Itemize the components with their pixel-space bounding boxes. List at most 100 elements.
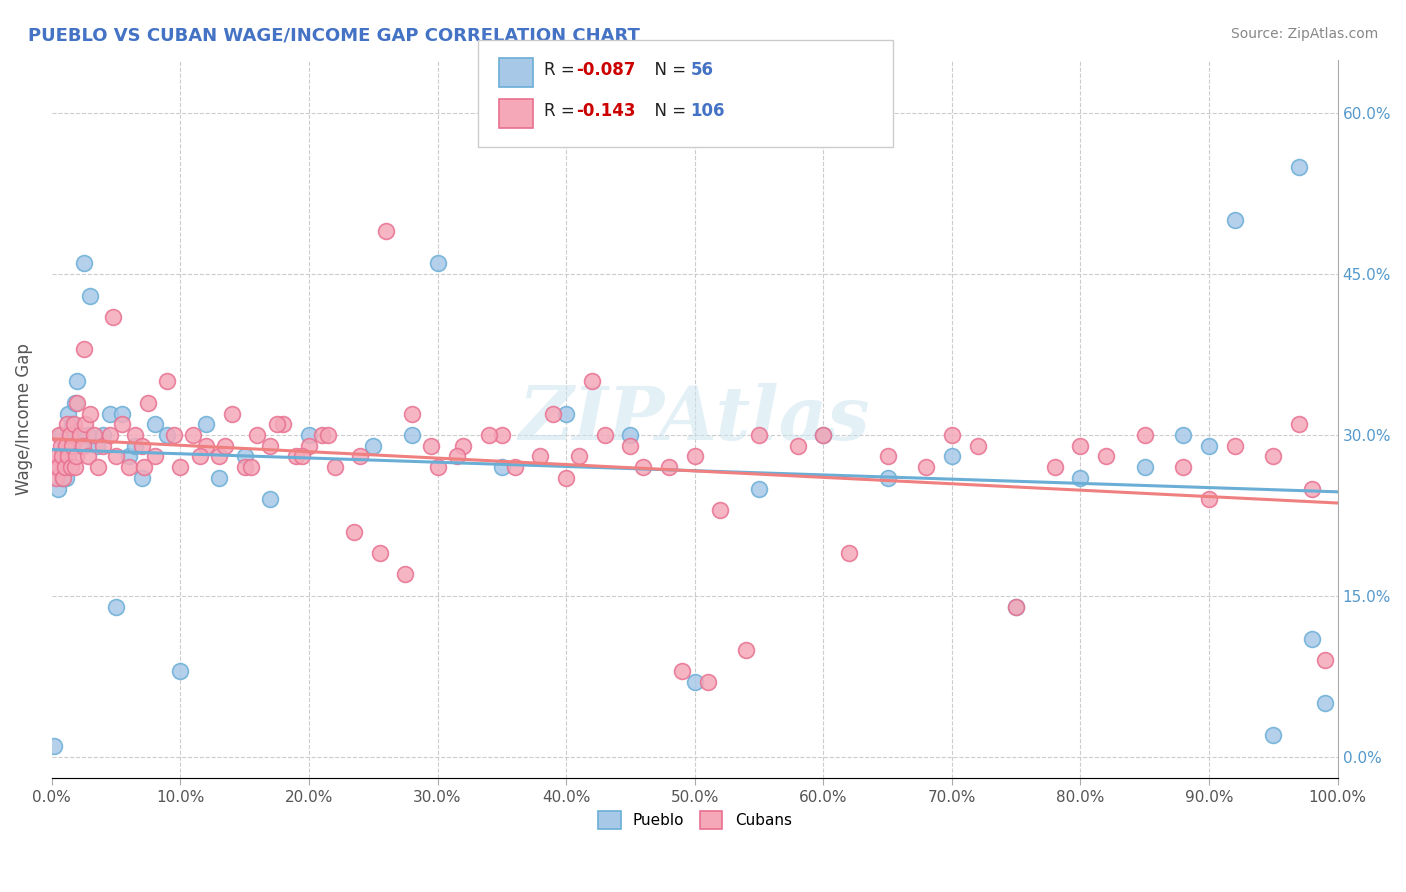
- Point: [941, 428, 963, 442]
- Point: [1288, 160, 1310, 174]
- Point: [1173, 428, 1195, 442]
- Point: [131, 471, 153, 485]
- Point: [1263, 728, 1285, 742]
- Point: [103, 310, 125, 324]
- Point: [111, 417, 134, 432]
- Point: [195, 439, 218, 453]
- Point: [118, 450, 141, 464]
- Point: [66, 396, 89, 410]
- Point: [156, 375, 179, 389]
- Point: [76, 450, 98, 464]
- Text: R =: R =: [544, 61, 581, 78]
- Point: [134, 460, 156, 475]
- Point: [1301, 482, 1323, 496]
- Point: [73, 342, 96, 356]
- Point: [259, 439, 281, 453]
- Point: [73, 256, 96, 270]
- Point: [316, 428, 339, 442]
- Point: [966, 439, 988, 453]
- Text: -0.143: -0.143: [576, 102, 636, 120]
- Point: [298, 439, 321, 453]
- Point: [266, 417, 288, 432]
- Point: [42, 460, 65, 475]
- Point: [619, 439, 641, 453]
- Point: [555, 471, 578, 485]
- Point: [83, 428, 105, 442]
- Point: [124, 428, 146, 442]
- Point: [491, 460, 513, 475]
- Point: [58, 407, 80, 421]
- Point: [131, 439, 153, 453]
- Point: [86, 439, 108, 453]
- Point: [748, 428, 770, 442]
- Point: [49, 439, 72, 453]
- Point: [349, 450, 371, 464]
- Point: [529, 450, 551, 464]
- Point: [65, 450, 87, 464]
- Point: [271, 417, 294, 432]
- Point: [876, 450, 898, 464]
- Point: [69, 439, 91, 453]
- Point: [156, 428, 179, 442]
- Point: [1005, 599, 1028, 614]
- Text: R =: R =: [544, 102, 581, 120]
- Point: [426, 256, 449, 270]
- Text: PUEBLO VS CUBAN WAGE/INCOME GAP CORRELATION CHART: PUEBLO VS CUBAN WAGE/INCOME GAP CORRELAT…: [28, 27, 640, 45]
- Point: [1223, 439, 1246, 453]
- Point: [735, 642, 758, 657]
- Text: ZIPAtlas: ZIPAtlas: [519, 383, 870, 455]
- Point: [233, 460, 256, 475]
- Point: [233, 450, 256, 464]
- Point: [1005, 599, 1028, 614]
- Point: [1313, 653, 1336, 667]
- Point: [163, 428, 186, 442]
- Point: [124, 439, 146, 453]
- Point: [75, 417, 97, 432]
- Point: [311, 428, 333, 442]
- Point: [240, 460, 263, 475]
- Point: [748, 482, 770, 496]
- Point: [838, 546, 860, 560]
- Point: [1069, 471, 1091, 485]
- Point: [1301, 632, 1323, 646]
- Text: 56: 56: [690, 61, 713, 78]
- Point: [46, 460, 69, 475]
- Text: -0.087: -0.087: [576, 61, 636, 78]
- Point: [79, 288, 101, 302]
- Point: [426, 460, 449, 475]
- Y-axis label: Wage/Income Gap: Wage/Income Gap: [15, 343, 32, 495]
- Point: [98, 428, 121, 442]
- Point: [394, 567, 416, 582]
- Point: [221, 407, 243, 421]
- Point: [195, 417, 218, 432]
- Text: N =: N =: [644, 61, 692, 78]
- Point: [401, 428, 423, 442]
- Point: [52, 460, 75, 475]
- Point: [541, 407, 564, 421]
- Point: [53, 460, 76, 475]
- Point: [813, 428, 835, 442]
- Point: [368, 546, 391, 560]
- Point: [55, 439, 77, 453]
- Point: [105, 599, 128, 614]
- Point: [46, 482, 69, 496]
- Point: [451, 439, 474, 453]
- Point: [91, 439, 114, 453]
- Point: [48, 428, 70, 442]
- Point: [323, 460, 346, 475]
- Point: [98, 407, 121, 421]
- Point: [671, 664, 693, 678]
- Point: [44, 739, 66, 753]
- Point: [1313, 696, 1336, 710]
- Point: [1095, 450, 1118, 464]
- Point: [72, 439, 94, 453]
- Point: [63, 396, 86, 410]
- Point: [143, 450, 166, 464]
- Text: 106: 106: [690, 102, 725, 120]
- Point: [60, 428, 83, 442]
- Point: [169, 460, 191, 475]
- Point: [60, 439, 83, 453]
- Point: [79, 407, 101, 421]
- Point: [619, 428, 641, 442]
- Point: [491, 428, 513, 442]
